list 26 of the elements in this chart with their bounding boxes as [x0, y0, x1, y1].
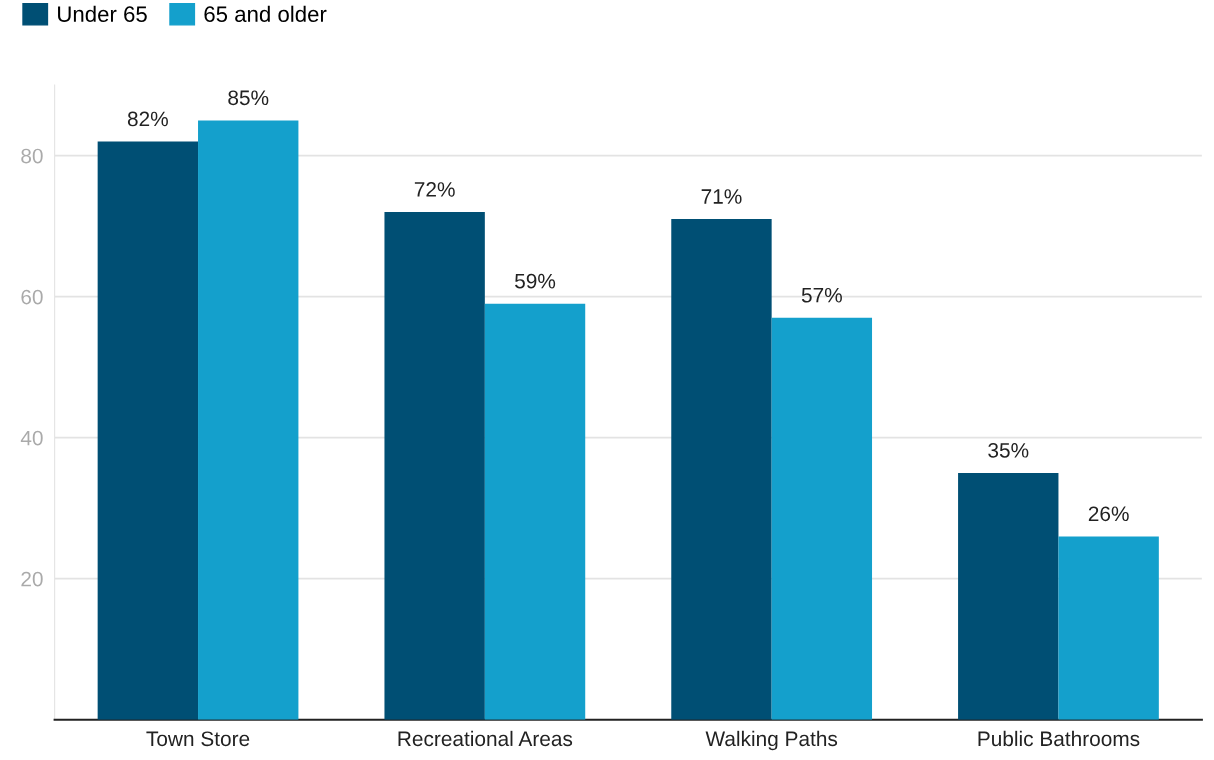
y-tick-label: 60 [21, 289, 43, 305]
legend-label: Under 65 [58, 5, 147, 23]
data-label: 85% [228, 90, 269, 106]
y-tick-label: 80 [21, 148, 43, 164]
bar [671, 219, 772, 720]
data-label: 82% [127, 111, 168, 127]
data-label: 59% [515, 273, 556, 289]
legend-label: 65 and older [204, 5, 327, 23]
x-tick-label: Town Store [146, 731, 250, 747]
data-label: 57% [801, 287, 842, 303]
bar [198, 120, 299, 720]
data-label: 71% [701, 189, 742, 204]
data-label: 72% [414, 182, 455, 197]
bar [384, 212, 485, 720]
y-tick-label: 40 [20, 430, 43, 446]
bar [1058, 536, 1159, 720]
x-tick-label: Public Bathrooms [978, 730, 1140, 747]
y-tick-label: 20 [21, 571, 43, 587]
bar [958, 472, 1059, 720]
bar [484, 303, 586, 720]
data-label: 35% [988, 442, 1029, 458]
data-label: 26% [1088, 506, 1129, 522]
x-tick-label: Recreational Areas [398, 730, 573, 747]
bar [771, 317, 873, 720]
bar [97, 141, 199, 720]
x-tick-label: Walking Paths [705, 730, 838, 751]
